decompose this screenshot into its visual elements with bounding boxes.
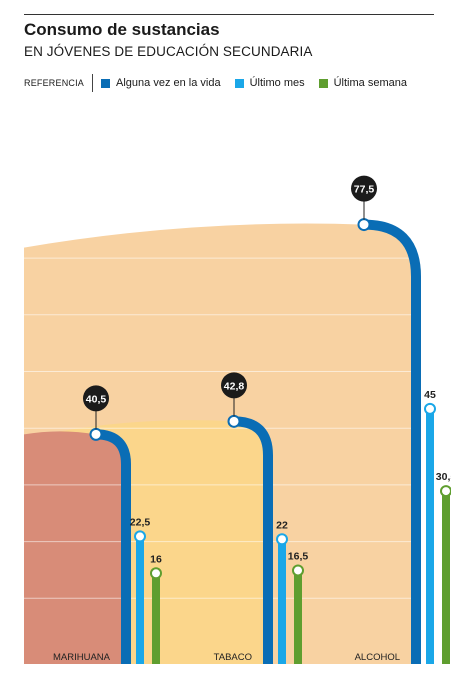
legend-item-ultimo-mes: Último mes [234, 77, 305, 89]
value-label-alcohol-alguna-vez: 77,5 [354, 184, 375, 196]
legend: REFERENCIA Alguna vez en la vida Último … [24, 72, 407, 94]
legend-label-ultimo-mes: Último mes [249, 77, 305, 89]
legend-swatch-ultima-semana [318, 78, 328, 88]
bar-alcohol-ultimo-mes [426, 408, 434, 664]
value-bubble-marihuana [83, 385, 109, 412]
bar-tabaco-ultima-semana [294, 570, 302, 664]
legend-label-ultima-semana: Última semana [333, 77, 407, 89]
legend-reference-label: REFERENCIA [24, 78, 85, 88]
area-marihuana [24, 431, 131, 664]
value-label-tabaco-ultimo-mes: 22 [276, 519, 288, 531]
category-label-tabaco: TABACO [214, 652, 252, 663]
value-label-alcohol-ultimo-mes: 45 [424, 389, 436, 401]
chart-subtitle: EN JÓVENES DE EDUCACIÓN SECUNDARIA [24, 44, 313, 59]
bar-tabaco-alguna-vez [233, 416, 273, 664]
marker-marihuana-ultima-semana [150, 567, 162, 580]
bar-alcohol-ultima-semana [442, 491, 450, 664]
legend-divider [92, 74, 94, 92]
legend-item-ultima-semana: Última semana [318, 77, 407, 89]
marker-marihuana-alguna-vez [89, 427, 103, 441]
marker-marihuana-ultimo-mes [134, 530, 146, 543]
marker-tabaco-alguna-vez [227, 414, 241, 428]
marker-alcohol-ultimo-mes [424, 402, 436, 415]
marker-tabaco-ultima-semana [292, 564, 304, 577]
legend-item-alguna-vez: Alguna vez en la vida [101, 77, 221, 89]
marker-alcohol-alguna-vez [357, 218, 371, 232]
top-rule [24, 14, 434, 15]
value-bubble-alcohol [351, 175, 377, 202]
legend-swatch-alguna-vez [101, 78, 111, 88]
legend-label-alguna-vez: Alguna vez en la vida [116, 77, 221, 89]
value-label-alcohol-ultima-semana: 30,5 [436, 471, 451, 483]
value-label-marihuana-ultimo-mes: 22,5 [130, 516, 151, 528]
value-label-marihuana-alguna-vez: 40,5 [86, 393, 107, 405]
category-label-alcohol: ALCOHOL [355, 652, 400, 663]
value-label-marihuana-ultima-semana: 16 [150, 553, 162, 565]
marker-tabaco-ultimo-mes [276, 533, 288, 546]
category-label-marihuana: MARIHUANA [53, 652, 111, 663]
bar-alcohol-alguna-vez [363, 219, 421, 664]
bar-marihuana-ultima-semana [152, 573, 160, 664]
marker-alcohol-ultima-semana [440, 485, 451, 498]
legend-swatch-ultimo-mes [234, 78, 244, 88]
bar-tabaco-ultimo-mes [278, 539, 286, 664]
value-label-tabaco-alguna-vez: 42,8 [224, 380, 245, 392]
value-bubble-tabaco [221, 372, 247, 399]
value-label-tabaco-ultima-semana: 16,5 [288, 550, 309, 562]
chart-title: Consumo de sustancias [24, 20, 220, 39]
bar-marihuana-ultimo-mes [136, 536, 144, 664]
